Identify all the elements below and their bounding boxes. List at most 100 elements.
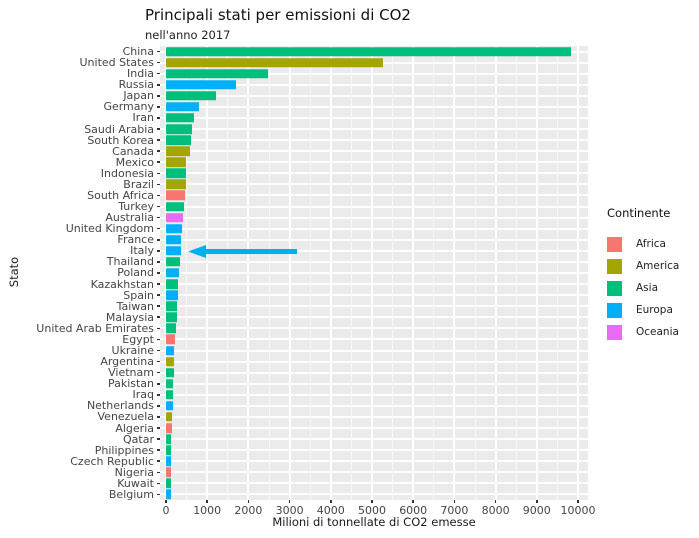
gridline-row [160,349,588,352]
y-tick-mark [157,305,160,307]
country-label: Taiwan [116,299,154,313]
bar-row [160,79,588,90]
country-label: Iraq [132,388,155,402]
y-axis-label-row: Algeria [0,421,160,435]
gridline-row [160,305,588,308]
x-tick-mark [371,500,373,503]
bar-row [160,279,588,290]
x-tick-label: 10000 [560,504,596,517]
bar-row [160,212,588,223]
gridline-row [160,116,588,119]
bar-row [160,179,588,190]
gridline-row [160,482,588,485]
y-tick-mark [157,106,160,108]
y-axis-label-row: Saudi Arabia [0,124,160,135]
bar-row [160,146,588,157]
country-label: United Kingdom [65,222,154,236]
bar-ukraine [166,345,175,356]
bar-row [160,356,588,367]
bar-taiwan [166,301,178,311]
y-tick-mark [157,261,160,263]
y-tick-mark [157,327,160,330]
country-label: Italy [130,244,154,258]
bar-row [160,323,588,334]
bar-row [160,400,588,411]
y-axis-label-row: Netherlands [0,400,160,411]
bar-spain [166,290,178,300]
legend-label: Asia [636,282,659,294]
bar-germany [166,102,199,112]
bar-algeria [166,423,173,433]
legend-swatch-asia [607,280,622,296]
x-axis-title: Milioni di tonnellate di CO2 emesse [272,515,476,529]
gridline-row [160,316,588,319]
x-tick-mark [288,500,291,503]
y-axis-label-row: China [0,46,160,57]
legend-swatch-oceania [607,324,622,340]
country-label: Czech Republic [70,454,154,468]
legend-label: Europa [636,304,673,316]
x-tick-mark [536,500,538,503]
country-label: Russia [118,78,154,92]
y-tick-mark [157,194,160,197]
gridline-row [160,438,588,441]
y-axis-label-row: Canada [0,146,160,157]
bar-australia [166,212,184,223]
y-tick-mark [157,172,160,175]
bar-indonesia [166,168,187,179]
gridline-row [160,338,588,341]
gridline-row [160,360,588,363]
y-axis-label-row: Spain [0,290,160,301]
legend: Continente Africa America Asia Europa Oceani… [607,206,697,343]
bar-venezuela [166,412,173,422]
x-tick-label: 6000 [399,504,428,517]
y-tick-mark [157,394,160,396]
country-label: Venezuela [97,410,155,424]
y-tick-mark [157,405,160,407]
gridline-row [160,194,588,197]
country-label: Indonesia [100,166,154,180]
y-tick-mark [157,95,160,97]
gridline-row [160,83,588,86]
y-axis-label-row: Pakistan [0,378,160,389]
bar-row [160,467,588,478]
bar-row [160,301,588,312]
x-tick-mark [330,500,332,503]
x-tick-mark [494,500,497,503]
x-tick-label: 1000 [193,504,222,517]
y-tick-mark [157,427,160,429]
chart-title: Principali stati per emissioni di CO2 [145,6,411,24]
gridline-row [160,227,588,230]
legend-label: Africa [636,238,666,250]
gridline-row [160,161,588,164]
y-axis-label-row: Iran [0,112,160,123]
bar-philippines [166,445,172,455]
bar-row [160,411,588,422]
y-axis-label-row: Mexico [0,157,160,168]
gridline-row [160,216,588,219]
bar-argentina [166,356,175,367]
bar-turkey [166,201,185,212]
bar-row [160,234,588,245]
country-label: Algeria [115,421,154,435]
country-label: Qatar [123,432,154,446]
gridline-row [160,72,588,75]
gridline-row [160,471,588,474]
bar-row [160,312,588,323]
legend-item-oceania: Oceania [607,321,697,343]
y-axis-label-row: United Arab Emirates [0,323,160,334]
bar-row [160,456,588,467]
gridline-row [160,493,588,496]
y-axis-label-row: Kazakhstan [0,279,160,290]
gridline-row [160,238,588,241]
y-tick-mark [157,205,160,208]
y-tick-mark [157,183,160,186]
country-label: United States [79,56,155,70]
gridline-row [160,205,588,208]
y-axis-label-row: Nigeria [0,467,160,478]
y-tick-mark [157,349,160,352]
country-label: Belgium [108,487,154,501]
bar-south-africa [166,190,185,201]
gridline-row [160,94,588,97]
bar-egypt [166,334,176,345]
